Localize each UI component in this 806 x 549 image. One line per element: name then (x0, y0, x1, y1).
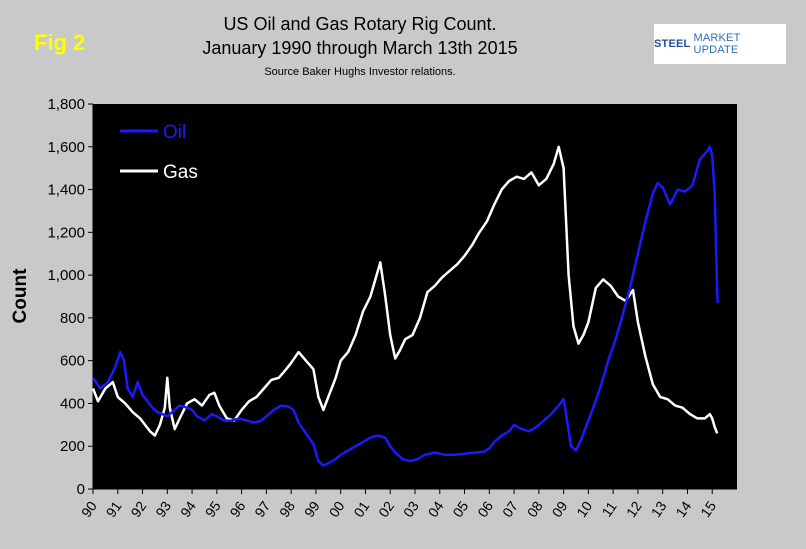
x-tick-label: 15 (697, 498, 719, 520)
x-tick-label: 12 (623, 498, 645, 520)
x-tick-label: 07 (499, 498, 521, 520)
y-tick-label: 200 (60, 438, 85, 455)
x-tick-label: 99 (301, 498, 323, 520)
y-tick-label: 1,400 (47, 182, 85, 199)
x-tick-label: 92 (127, 498, 149, 520)
x-tick-label: 90 (78, 498, 100, 520)
axes: 02004006008001,0001,2001,4001,6001,80090… (47, 96, 737, 520)
steel-market-update-logo: STEEL MARKET UPDATE (654, 24, 786, 64)
x-tick-label: 04 (425, 498, 447, 520)
x-tick-label: 96 (226, 498, 248, 520)
legend-label-gas: Gas (163, 162, 198, 183)
x-tick-label: 95 (202, 498, 224, 520)
chart-source: Source Baker Hughs Investor relations. (264, 66, 456, 78)
figure-label: Fig 2 (34, 30, 86, 55)
y-tick-label: 400 (60, 395, 85, 412)
x-tick-label: 93 (152, 498, 174, 520)
x-tick-label: 05 (449, 498, 471, 520)
y-tick-label: 1,000 (47, 267, 85, 284)
y-tick-label: 800 (60, 310, 85, 327)
x-tick-label: 09 (548, 498, 570, 520)
x-tick-label: 03 (400, 498, 422, 520)
x-tick-label: 91 (103, 498, 125, 520)
legend: Oil Gas (120, 122, 198, 183)
x-tick-label: 14 (672, 498, 694, 520)
x-tick-label: 10 (573, 498, 595, 520)
x-tick-label: 98 (276, 498, 298, 520)
x-tick-label: 00 (326, 498, 348, 520)
logo-text-rest: MARKET UPDATE (693, 32, 741, 56)
chart-title-line2: January 1990 through March 13th 2015 (202, 38, 518, 58)
x-tick-label: 97 (251, 498, 273, 520)
x-tick-label: 13 (648, 498, 670, 520)
x-tick-label: 06 (474, 498, 496, 520)
y-tick-label: 1,800 (47, 96, 85, 113)
x-tick-label: 11 (598, 498, 620, 519)
legend-label-oil: Oil (163, 122, 186, 143)
series-layer (91, 145, 719, 467)
y-tick-label: 0 (77, 481, 85, 498)
x-tick-label: 01 (350, 498, 372, 520)
series-line-oil (91, 145, 719, 467)
x-tick-label: 02 (375, 498, 397, 520)
y-tick-label: 1,600 (47, 139, 85, 156)
logo-text-strong: STEEL (654, 38, 691, 50)
y-axis-label: Count (10, 268, 31, 324)
y-tick-label: 1,200 (47, 224, 85, 241)
x-tick-label: 08 (524, 498, 546, 520)
x-tick-label: 94 (177, 498, 199, 520)
series-line-gas (91, 145, 719, 437)
chart-title-line1: US Oil and Gas Rotary Rig Count. (223, 14, 497, 34)
y-tick-label: 600 (60, 353, 85, 370)
